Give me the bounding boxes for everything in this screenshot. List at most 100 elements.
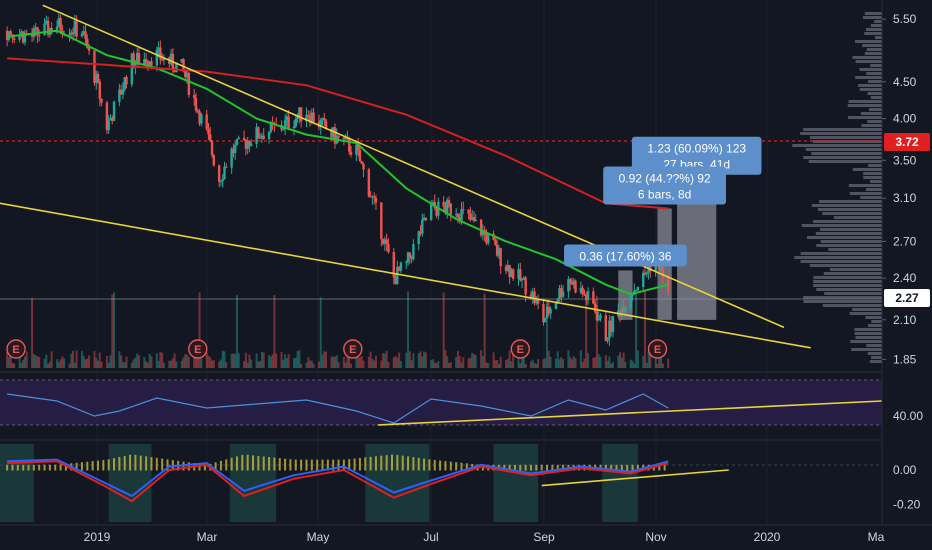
candle-body	[504, 266, 508, 271]
measurement-label-text: 0.36 (17.60%) 36	[579, 249, 671, 263]
volume-bar	[275, 353, 278, 368]
momentum-histogram-bar	[636, 464, 639, 471]
resistance-tag-label: 3.72	[895, 135, 919, 149]
volume-bar	[594, 357, 597, 368]
volume-profile-bar	[833, 216, 882, 219]
candle-body	[255, 127, 258, 144]
volume-profile-bar	[811, 204, 882, 207]
candle-body	[258, 137, 262, 139]
volume-bar	[333, 356, 336, 368]
volume-bar	[186, 354, 189, 368]
volume-bar	[195, 352, 197, 368]
volume-profile-bar	[800, 260, 882, 263]
volume-bar	[382, 353, 385, 368]
candlesticks	[5, 13, 670, 347]
earnings-marker-label: E	[194, 344, 201, 356]
volume-bar	[225, 362, 228, 368]
candle-body	[210, 141, 214, 156]
candle-body	[112, 101, 116, 121]
price-axis	[882, 0, 932, 525]
momentum-histogram-bar	[604, 464, 607, 471]
candle-body	[96, 73, 100, 82]
volume-bar	[483, 293, 486, 368]
candle-body	[561, 291, 565, 297]
volume-bar	[88, 355, 91, 368]
volume-bar	[157, 360, 160, 368]
momentum-histogram-bar	[519, 464, 522, 471]
volume-profile-bar	[875, 36, 882, 39]
volume-profile-bar	[859, 68, 882, 71]
momentum-histogram-bar	[107, 459, 110, 471]
candle-body	[105, 102, 109, 131]
volume-profile-bar	[867, 352, 882, 355]
volume-profile-bar	[823, 272, 882, 275]
volume-bar	[562, 359, 565, 368]
volume-bar	[355, 355, 358, 368]
volume-bar	[444, 350, 447, 368]
moving-average-line	[7, 57, 669, 210]
candle-body	[21, 31, 25, 43]
volume-bar	[456, 350, 459, 368]
volume-profile-bar	[851, 348, 882, 351]
candle-body	[84, 31, 87, 39]
volume-bar	[371, 358, 374, 368]
candle-body	[80, 33, 84, 37]
candle-body	[620, 306, 624, 317]
momentum-histogram-bar	[257, 455, 260, 471]
volume-bar	[72, 350, 75, 368]
candle-body	[296, 116, 299, 119]
candle-body	[175, 62, 178, 73]
candle-body	[150, 61, 153, 66]
candle-body	[424, 217, 428, 221]
volume-bar	[161, 352, 164, 368]
candle-body	[71, 32, 75, 34]
candle-body	[535, 299, 538, 304]
candle-body	[98, 81, 101, 99]
volume-bar	[330, 356, 333, 368]
momentum-histogram-bar	[610, 464, 613, 471]
candle-body	[132, 53, 135, 68]
candle-body	[406, 252, 410, 263]
momentum-histogram-bar	[16, 464, 19, 471]
momentum-histogram-bar	[401, 455, 404, 471]
earnings-marker	[343, 339, 363, 359]
time-tick-label: 2019	[84, 530, 111, 544]
volume-bar	[558, 359, 561, 368]
volume-bar	[84, 359, 87, 368]
volume-bar	[237, 352, 240, 368]
candle-body	[494, 240, 497, 245]
momentum-histogram-bar	[449, 461, 452, 471]
candle-body	[462, 209, 465, 211]
oscillator-series	[7, 393, 883, 426]
candle-body	[642, 272, 645, 288]
volume-bar	[387, 361, 390, 368]
candle-body	[18, 34, 21, 40]
volume-bar	[23, 356, 26, 368]
candle-body	[337, 135, 340, 138]
volume-bar	[658, 354, 661, 368]
volume-bar	[287, 354, 290, 368]
volume-profile-bar	[866, 72, 882, 75]
candle-body	[225, 166, 228, 168]
candle-body	[609, 320, 613, 332]
momentum-histogram-bar	[43, 464, 46, 471]
candle-body	[333, 127, 337, 144]
candle-body	[269, 122, 273, 133]
candle-body	[520, 278, 524, 281]
volume-profile-bar	[805, 148, 882, 151]
volume-bar	[435, 363, 438, 368]
volume-bar	[48, 361, 51, 368]
volume-bar	[198, 292, 201, 368]
volume-bar	[487, 363, 490, 368]
volume-bar	[207, 355, 210, 368]
volume-bar	[604, 354, 607, 368]
volume-profile-bar	[868, 324, 882, 327]
volume-bar	[449, 362, 452, 368]
momentum-tick-label: -0.20	[893, 498, 921, 512]
volume-bar	[667, 358, 670, 368]
volume-bar	[519, 362, 522, 368]
volume-bar	[606, 360, 609, 368]
volume-bar	[346, 352, 349, 368]
